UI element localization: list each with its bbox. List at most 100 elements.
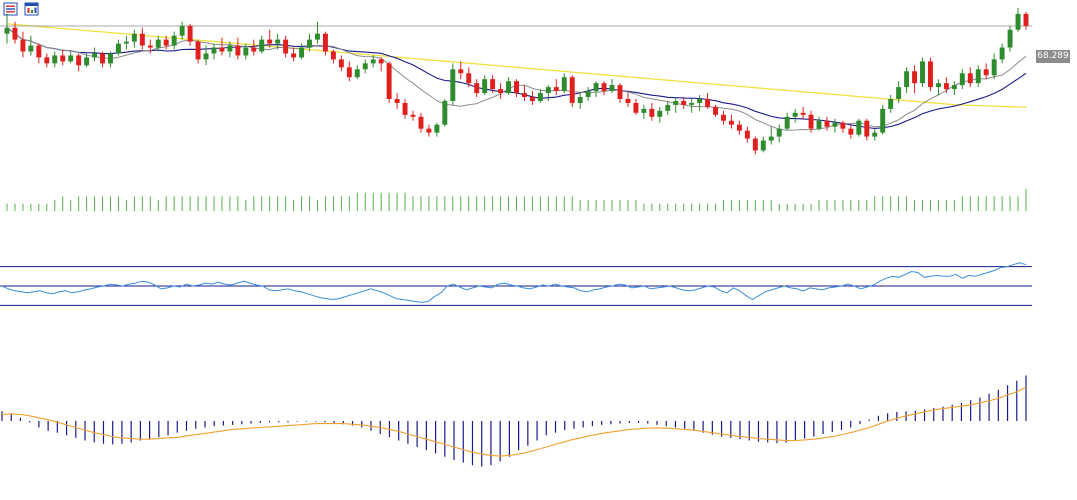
- candle-body: [315, 33, 320, 40]
- candle-body: [36, 45, 42, 58]
- candle-body: [482, 79, 488, 94]
- candle-body: [633, 102, 639, 113]
- candle-body: [824, 120, 830, 127]
- candle-body: [187, 25, 193, 42]
- candle-body: [370, 59, 376, 64]
- candle-body: [593, 83, 599, 92]
- candle-body: [617, 85, 623, 99]
- candle-body: [498, 89, 504, 94]
- candle-body: [928, 61, 933, 88]
- candle-body: [983, 69, 989, 76]
- list-menu-icon[interactable]: [3, 2, 18, 16]
- candle-body: [529, 97, 535, 101]
- candle-body: [736, 124, 742, 131]
- candle-body: [115, 43, 121, 54]
- candle-body: [4, 27, 10, 34]
- candle-body: [386, 63, 392, 99]
- candle-body: [474, 83, 480, 94]
- candle-body: [1015, 13, 1021, 30]
- chart-window-icon[interactable]: [24, 2, 39, 16]
- last-price-label: 68.289: [1036, 50, 1070, 63]
- candle-body: [816, 120, 822, 129]
- candle-body: [800, 112, 806, 115]
- chart-toolbar: [3, 2, 39, 16]
- candle-body: [840, 122, 846, 129]
- candle-body: [330, 51, 336, 60]
- candle-body: [362, 63, 368, 70]
- candle-body: [975, 69, 981, 84]
- candle-body: [991, 59, 997, 76]
- candle-body: [227, 45, 233, 52]
- macd-signal-line: [1, 386, 1027, 457]
- candle-body: [195, 41, 201, 60]
- candle-body: [705, 98, 711, 107]
- candle-body: [569, 77, 575, 103]
- moving-average-slow: [6, 23, 1027, 108]
- candle-body: [179, 25, 185, 36]
- candle-body: [561, 77, 567, 92]
- candle-body: [744, 130, 750, 139]
- candle-body: [577, 97, 583, 103]
- candle-body: [864, 120, 870, 137]
- candle-body: [76, 55, 82, 66]
- candle-body: [378, 59, 384, 64]
- candle-body: [776, 128, 782, 137]
- candle-body: [346, 67, 352, 78]
- candle-body: [888, 98, 894, 109]
- candle-body: [752, 138, 758, 151]
- candle-body: [402, 102, 408, 115]
- candle-body: [410, 114, 416, 117]
- candle-body: [585, 91, 591, 97]
- candle-body: [450, 69, 456, 101]
- candle-body: [354, 69, 360, 78]
- candle-body: [267, 39, 273, 44]
- candle-body: [553, 87, 559, 92]
- candle-body: [721, 114, 726, 121]
- candle-body: [163, 39, 169, 46]
- candle-body: [951, 85, 957, 90]
- candle-body: [275, 39, 281, 44]
- candle-body: [490, 79, 496, 90]
- candle-body: [155, 39, 161, 48]
- candle-body: [681, 100, 687, 105]
- candle-body: [68, 55, 74, 62]
- candle-body: [52, 55, 58, 64]
- candle-body: [959, 73, 965, 86]
- candle-body: [259, 39, 265, 52]
- rsi-line: [1, 262, 1027, 303]
- candle-body: [514, 81, 519, 94]
- candle-body: [657, 110, 663, 117]
- candle-body: [920, 61, 925, 84]
- candle-body: [171, 35, 177, 46]
- candle-body: [665, 104, 671, 111]
- candle-body: [880, 108, 886, 133]
- candle-body: [768, 136, 774, 141]
- candle-body: [219, 47, 225, 52]
- candle-body: [203, 53, 209, 60]
- candle-body: [545, 87, 551, 94]
- candle-body: [283, 39, 289, 54]
- candle-body: [243, 47, 249, 56]
- candle-body: [904, 71, 910, 88]
- candle-body: [322, 33, 328, 52]
- candle-body: [147, 45, 153, 48]
- candle-body: [108, 53, 113, 64]
- candle-body: [394, 98, 400, 103]
- candle-body: [856, 120, 862, 135]
- candle-body: [299, 47, 305, 58]
- candle-body: [609, 85, 615, 92]
- candle-body: [418, 116, 424, 129]
- candle-body: [84, 57, 90, 66]
- candle-body: [291, 53, 297, 58]
- candle-body: [131, 33, 137, 42]
- candle-body: [1007, 29, 1013, 48]
- candle-body: [139, 33, 145, 46]
- candle-body: [44, 57, 50, 64]
- candle-body: [760, 140, 766, 151]
- candle-body: [697, 98, 703, 103]
- candle-body: [673, 100, 679, 105]
- candle-body: [60, 55, 66, 62]
- candle-body: [338, 59, 344, 68]
- candle-body: [848, 128, 854, 135]
